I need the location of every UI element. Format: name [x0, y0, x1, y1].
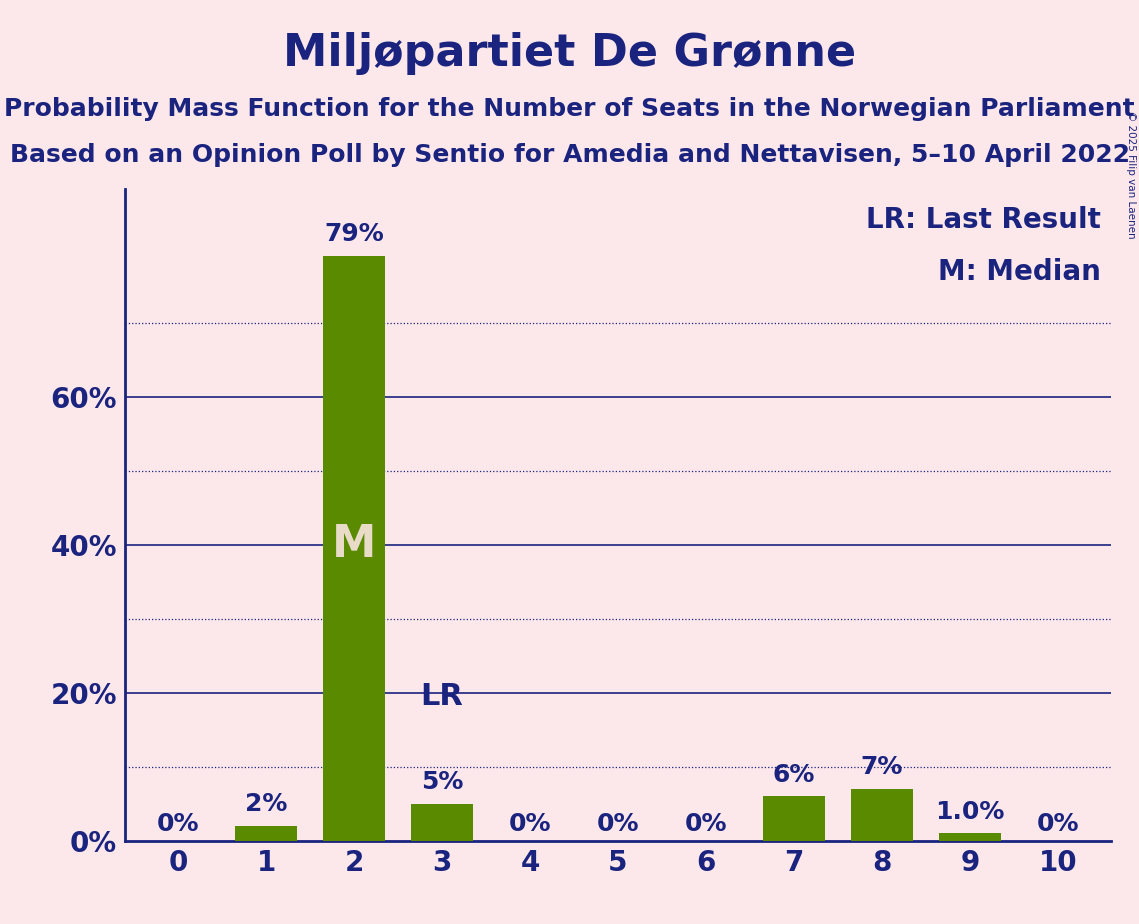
Text: 1.0%: 1.0% [935, 800, 1005, 824]
Text: LR: Last Result: LR: Last Result [866, 206, 1100, 234]
Text: 0%: 0% [685, 812, 727, 836]
Text: M: M [331, 523, 376, 566]
Text: 7%: 7% [861, 756, 903, 780]
Text: 0%: 0% [597, 812, 639, 836]
Text: M: Median: M: Median [937, 258, 1100, 286]
Text: 0%: 0% [1036, 812, 1079, 836]
Text: 0%: 0% [157, 812, 199, 836]
Text: 79%: 79% [325, 223, 384, 247]
Text: Based on an Opinion Poll by Sentio for Amedia and Nettavisen, 5–10 April 2022: Based on an Opinion Poll by Sentio for A… [9, 143, 1130, 167]
Text: Probability Mass Function for the Number of Seats in the Norwegian Parliament: Probability Mass Function for the Number… [5, 97, 1134, 121]
Bar [411, 804, 473, 841]
Bar [323, 256, 385, 841]
Bar [763, 796, 825, 841]
Text: 5%: 5% [420, 771, 464, 795]
Text: 0%: 0% [509, 812, 551, 836]
Bar [851, 789, 912, 841]
Text: LR: LR [420, 682, 464, 711]
Text: 2%: 2% [245, 793, 287, 817]
Text: Miljøpartiet De Grønne: Miljøpartiet De Grønne [282, 32, 857, 76]
Bar [236, 826, 297, 841]
Bar [939, 833, 1000, 841]
Text: © 2025 Filip van Laenen: © 2025 Filip van Laenen [1126, 111, 1136, 238]
Text: 6%: 6% [772, 763, 816, 787]
